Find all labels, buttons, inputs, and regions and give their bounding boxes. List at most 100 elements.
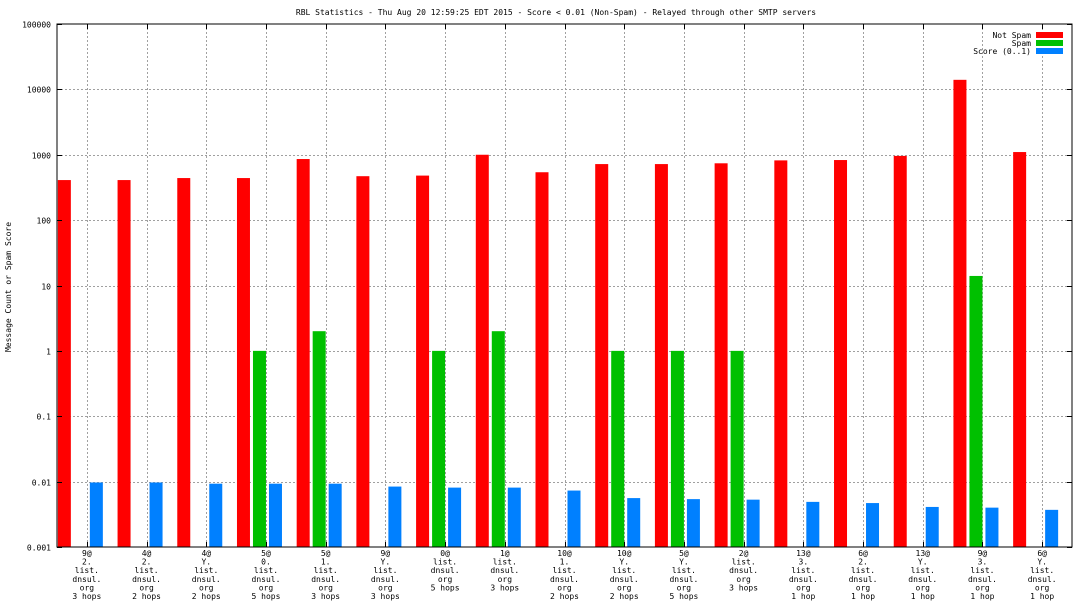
bar-not-spam [774,160,788,548]
legend-label: Not Spam [992,31,1031,40]
x-tick-label: 10@ [617,549,632,558]
x-tick-label: 3 hops [371,592,400,601]
x-tick-label: org [677,583,692,592]
bar-not-spam [595,164,609,547]
x-tick-label: 2 hops [132,592,161,601]
bar-score-0-1 [209,483,223,547]
x-tick-label: 1. [560,558,570,567]
x-tick-label: dnsul. [192,575,221,584]
bar-score-0-1 [507,487,521,547]
x-tick-label: 5 hops [252,592,281,601]
x-tick-label: 0. [261,558,271,567]
x-tick-label: dnsul. [849,575,878,584]
x-tick-label: org [438,575,453,584]
bar-not-spam [654,164,668,547]
x-tick-label: 5 hops [431,583,460,592]
bar-not-spam [953,79,967,548]
x-tick-label: 1 hop [911,592,935,601]
y-tick-label: 0.1 [37,413,52,422]
x-tick-label: 1 hop [791,592,815,601]
y-tick-label: 100 [37,217,52,226]
bar-not-spam [714,163,728,547]
x-tick-label: 6@ [858,549,868,558]
x-tick-label: 1@ [500,549,510,558]
bar-not-spam [475,154,489,547]
y-axis-label: Message Count or Spam Score [4,222,13,352]
bar-spam [730,350,744,547]
legend-swatch [1036,48,1063,54]
bar-not-spam [834,160,848,547]
x-tick-label: dnsul. [252,575,281,584]
bar-score-0-1 [627,498,641,547]
x-tick-label: 3 hops [490,583,519,592]
bar-score-0-1 [806,501,820,547]
x-tick-label: list. [970,566,994,575]
x-tick-label: Y. [918,558,928,567]
x-tick-label: org [916,583,931,592]
x-tick-label: dnsul. [1028,575,1057,584]
bar-not-spam [177,178,191,548]
x-tick-label: list. [791,566,815,575]
x-tick-label: dnsul. [968,575,997,584]
x-tick-label: list. [314,566,338,575]
x-tick-label: 2 hops [550,592,579,601]
x-tick-label: dnsul. [431,566,460,575]
x-tick-label: 1 hop [970,592,994,601]
x-tick-label: org [617,583,632,592]
x-tick-label: 1 hop [1030,592,1054,601]
x-tick-label: 5@ [261,549,271,558]
x-tick-label: 13@ [796,549,811,558]
y-tick-label: 1000 [32,152,51,161]
x-tick-label: Y. [679,558,689,567]
x-tick-label: org [199,583,214,592]
x-tick-label: list. [373,566,397,575]
bar-spam [670,350,684,547]
bar-score-0-1 [746,499,760,547]
bar-spam [969,275,983,547]
x-tick-label: org [80,583,95,592]
x-tick-label: list. [552,566,576,575]
x-tick-label: 4@ [142,549,152,558]
x-tick-label: org [139,583,154,592]
x-tick-label: dnsul. [669,575,698,584]
x-tick-label: 3. [799,558,809,567]
bar-spam [491,331,505,547]
x-tick-label: dnsul. [132,575,161,584]
x-tick-label: list. [433,558,457,567]
x-tick-label: list. [911,566,935,575]
x-tick-label: dnsul. [550,575,579,584]
x-tick-label: org [856,583,871,592]
x-tick-label: 2. [858,558,868,567]
x-tick-label: org [557,583,572,592]
x-tick-label: 2. [142,558,152,567]
bar-score-0-1 [1045,509,1059,547]
legend-swatch [1036,32,1063,38]
chart-title: RBL Statistics - Thu Aug 20 12:59:25 EDT… [296,8,816,17]
x-tick-label: list. [194,566,218,575]
x-tick-label: 5@ [321,549,331,558]
bar-not-spam [416,175,430,547]
x-tick-label: list. [254,566,278,575]
x-tick-label: 1 hop [851,592,875,601]
bar-score-0-1 [328,483,342,547]
legend-swatch [1036,40,1063,46]
x-tick-label: 6@ [1037,549,1047,558]
bar-score-0-1 [89,482,103,547]
x-tick-label: 3 hops [311,592,340,601]
bar-not-spam [296,159,310,547]
bar-score-0-1 [866,503,880,547]
y-tick-label: 10 [41,283,51,292]
x-tick-label: 13@ [916,549,931,558]
x-tick-label: list. [135,566,159,575]
x-tick-label: Y. [381,558,391,567]
bar-score-0-1 [925,506,939,547]
x-tick-label: list. [75,566,99,575]
x-tick-label: 1. [321,558,331,567]
bar-not-spam [236,178,250,548]
x-tick-label: 3. [978,558,988,567]
bars-group [57,79,1059,548]
bar-spam [432,350,446,547]
x-tick-label: 4@ [201,549,211,558]
x-tick-label: 5@ [679,549,689,558]
